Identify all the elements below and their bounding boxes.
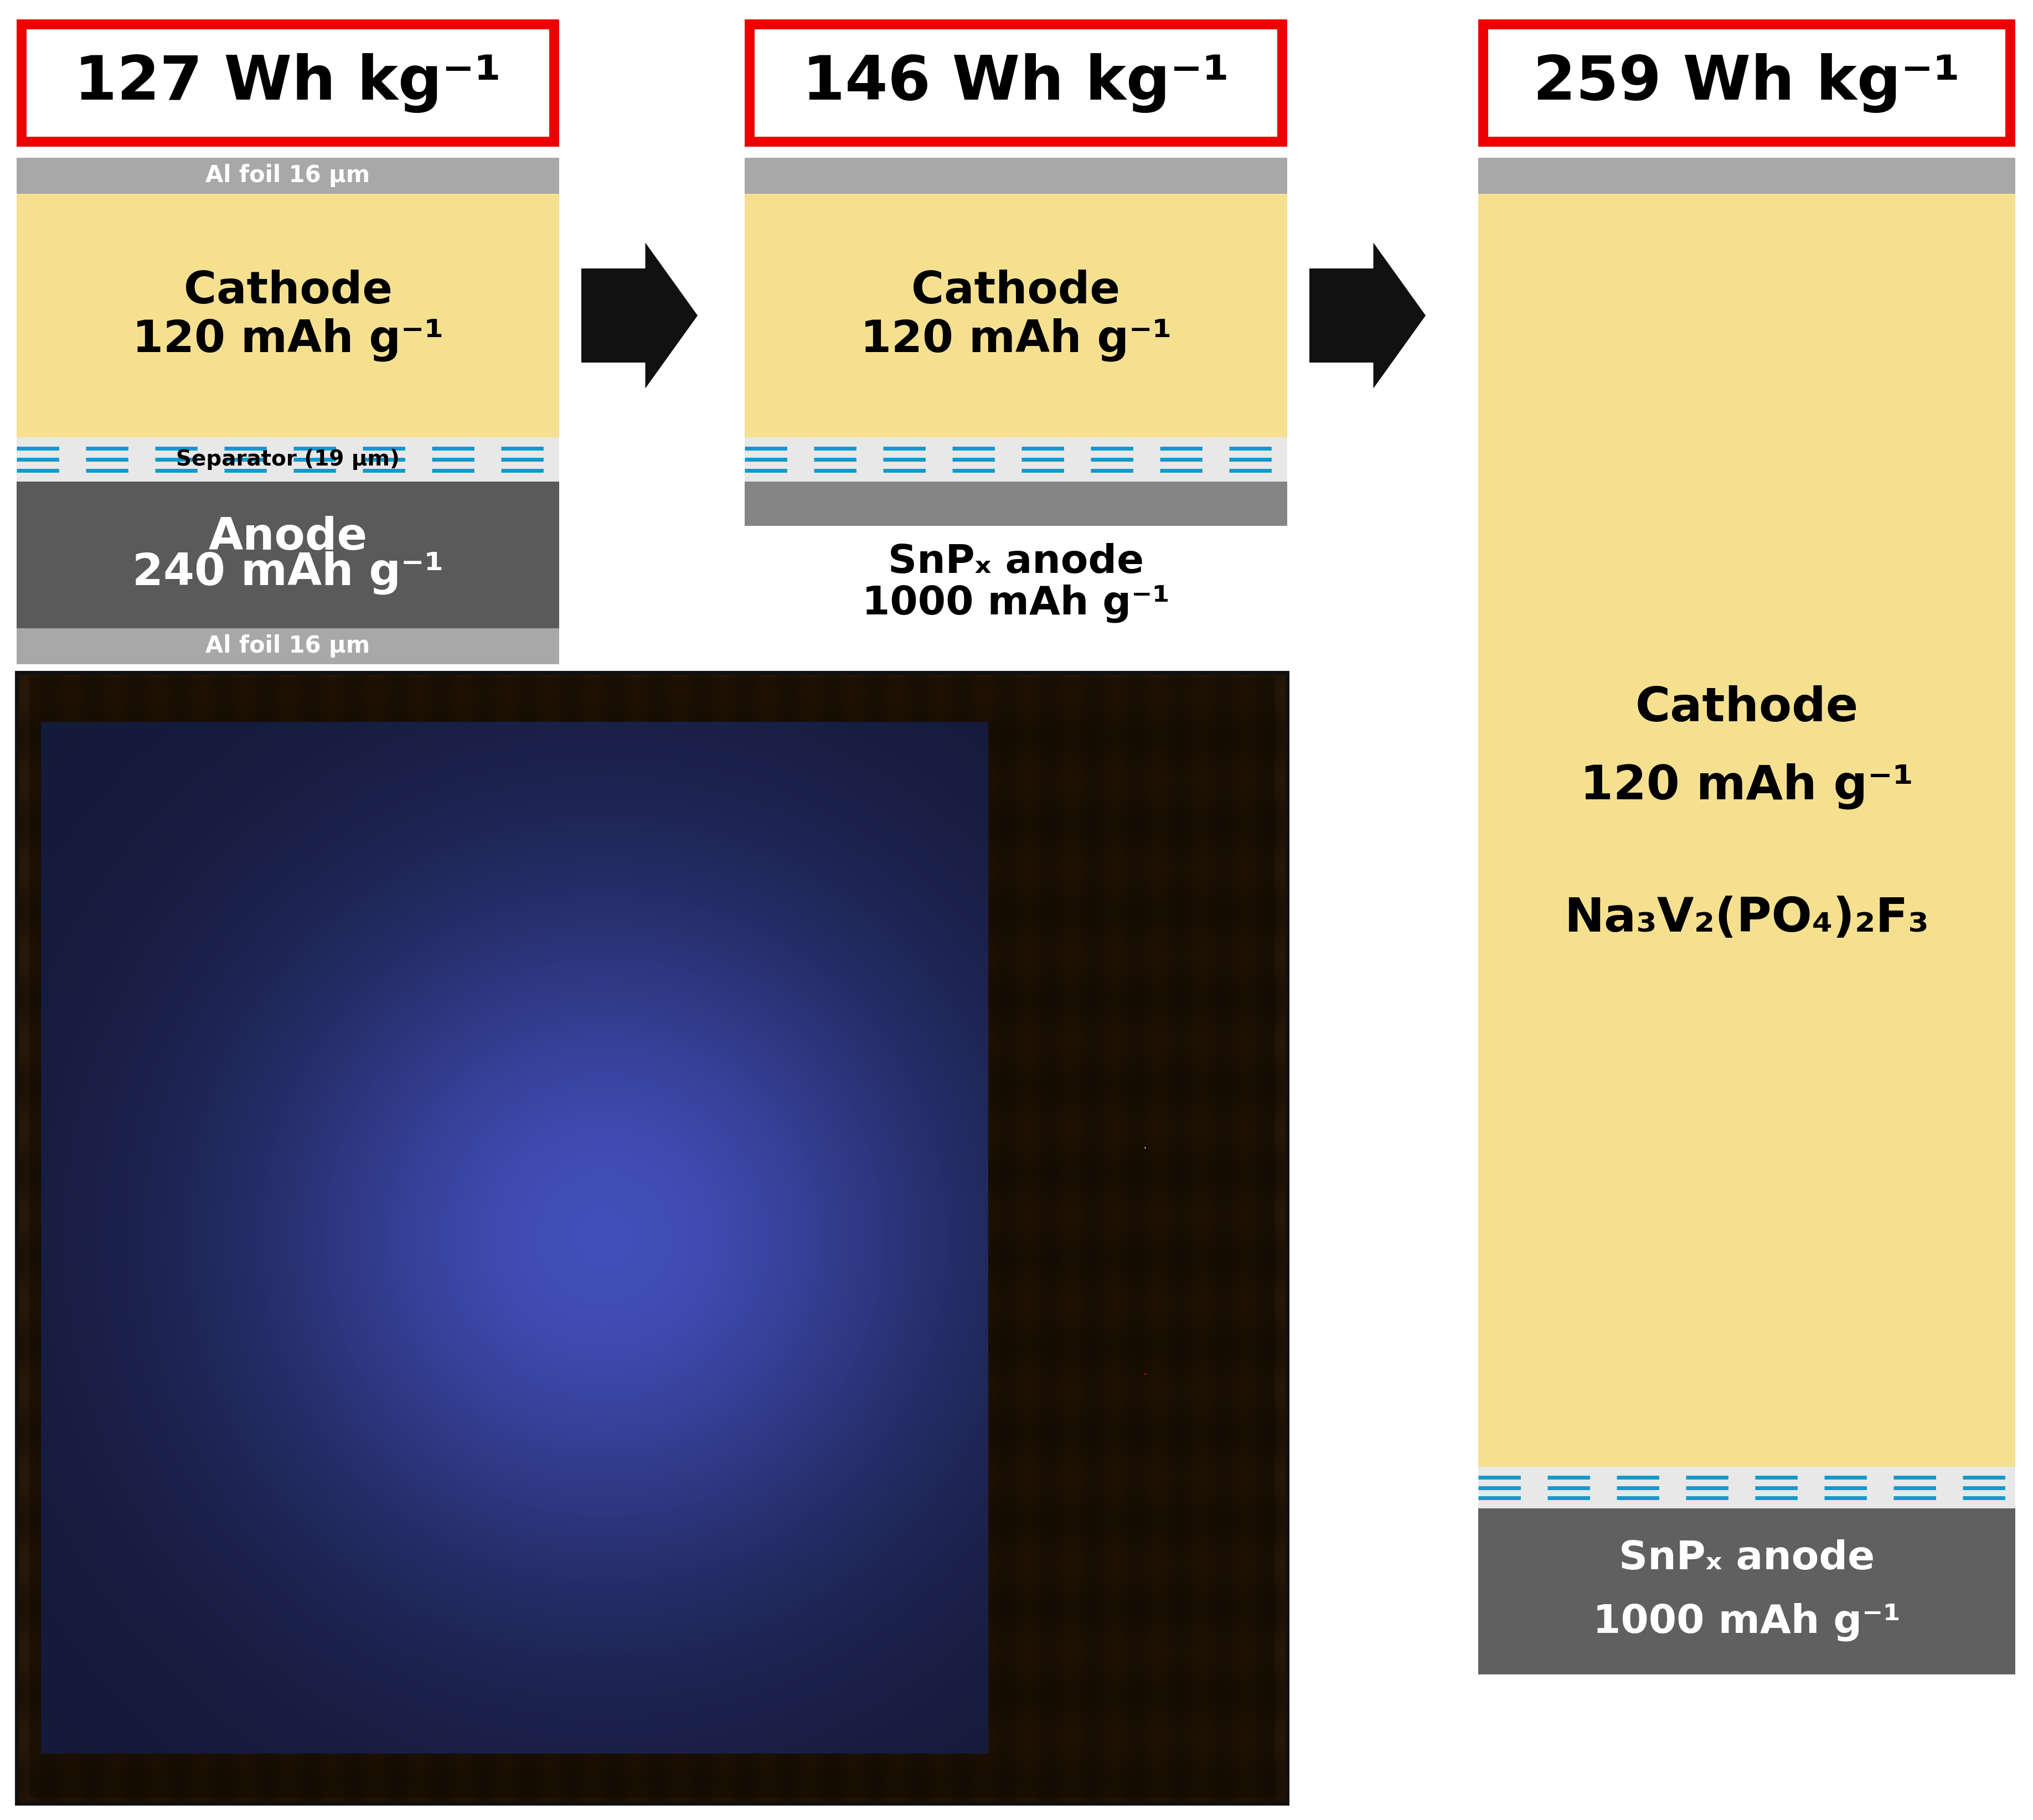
Bar bbox=[744, 158, 1287, 193]
Bar bbox=[1478, 20, 2015, 147]
Bar bbox=[16, 158, 559, 193]
Text: 146 Wh kg⁻¹: 146 Wh kg⁻¹ bbox=[803, 53, 1230, 113]
Bar bbox=[26, 29, 549, 136]
Text: 120 mAh g⁻¹: 120 mAh g⁻¹ bbox=[860, 318, 1171, 362]
Bar bbox=[744, 193, 1287, 437]
Bar bbox=[16, 628, 559, 664]
Text: Al foil 16 μm: Al foil 16 μm bbox=[205, 635, 370, 657]
Text: 1000 mAh g⁻¹: 1000 mAh g⁻¹ bbox=[1592, 1603, 1901, 1642]
Text: 127 Wh kg⁻¹: 127 Wh kg⁻¹ bbox=[75, 53, 502, 113]
Text: 120 mAh g⁻¹: 120 mAh g⁻¹ bbox=[1580, 763, 1913, 810]
Text: Na₃V₂(PO₄)₂F₃: Na₃V₂(PO₄)₂F₃ bbox=[1563, 895, 1929, 941]
Bar bbox=[1488, 29, 2005, 136]
Text: Anode: Anode bbox=[209, 515, 368, 559]
FancyArrow shape bbox=[581, 242, 697, 388]
Text: Separator (19 μm): Separator (19 μm) bbox=[177, 450, 401, 470]
Text: Cathode: Cathode bbox=[911, 269, 1120, 313]
Text: SnPₓ anode: SnPₓ anode bbox=[888, 542, 1145, 581]
FancyArrow shape bbox=[1309, 242, 1425, 388]
Bar bbox=[16, 20, 559, 147]
Bar bbox=[16, 437, 559, 482]
Bar bbox=[1478, 1509, 2015, 1674]
Bar bbox=[16, 482, 559, 628]
Bar bbox=[754, 29, 1277, 136]
Bar bbox=[16, 193, 559, 437]
Text: 259 Wh kg⁻¹: 259 Wh kg⁻¹ bbox=[1533, 53, 1960, 113]
Bar bbox=[1478, 1467, 2015, 1509]
Text: Cathode: Cathode bbox=[1635, 686, 1858, 732]
Text: 120 mAh g⁻¹: 120 mAh g⁻¹ bbox=[132, 318, 443, 362]
Bar bbox=[1478, 158, 2015, 193]
Text: Al foil 16 μm: Al foil 16 μm bbox=[205, 164, 370, 187]
Text: 240 mAh g⁻¹: 240 mAh g⁻¹ bbox=[132, 551, 443, 595]
Text: 1000 mAh g⁻¹: 1000 mAh g⁻¹ bbox=[862, 584, 1169, 622]
Text: Cathode: Cathode bbox=[183, 269, 392, 313]
Bar bbox=[1478, 193, 2015, 1467]
Bar bbox=[744, 20, 1287, 147]
Bar bbox=[16, 673, 1287, 1804]
Text: SnPₓ anode: SnPₓ anode bbox=[1618, 1540, 1874, 1578]
Bar bbox=[744, 482, 1287, 526]
Bar bbox=[744, 437, 1287, 482]
